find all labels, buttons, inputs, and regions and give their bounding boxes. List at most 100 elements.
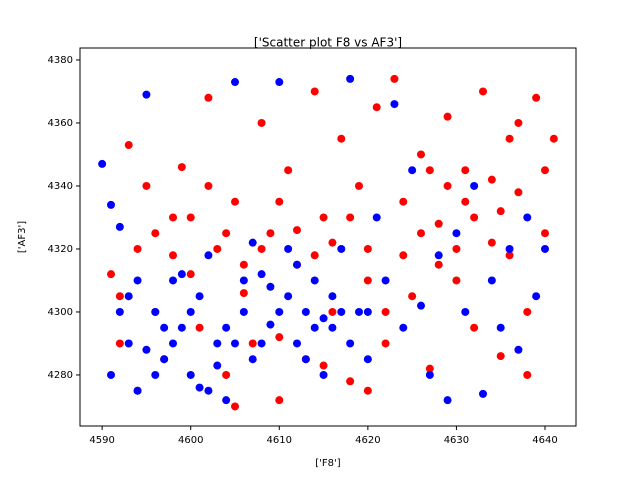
y-tick-label: 4340	[48, 181, 73, 192]
point	[257, 270, 266, 279]
point	[160, 323, 169, 332]
point	[248, 339, 257, 348]
point	[115, 339, 124, 348]
point	[239, 307, 248, 316]
y-tick-label: 4280	[48, 370, 73, 381]
point	[169, 213, 177, 222]
point	[452, 229, 461, 238]
point	[293, 226, 301, 235]
point	[408, 292, 417, 301]
x-axis-label: ['F8']	[315, 458, 341, 469]
point	[222, 396, 231, 405]
point	[310, 251, 319, 260]
point	[115, 307, 124, 316]
point	[248, 238, 257, 247]
point	[470, 213, 479, 222]
point	[195, 292, 204, 301]
point	[470, 323, 479, 332]
x-tick-label: 4630	[444, 435, 469, 446]
point	[363, 355, 372, 364]
point	[346, 377, 355, 386]
x-tick-label: 4610	[267, 435, 292, 446]
point	[151, 229, 160, 238]
point	[479, 87, 487, 96]
point	[390, 74, 399, 83]
point	[186, 370, 195, 379]
point	[487, 238, 496, 247]
point	[346, 213, 355, 222]
point	[434, 260, 443, 269]
point	[231, 197, 239, 206]
point	[408, 166, 417, 175]
plot-frame	[79, 47, 577, 427]
point	[372, 213, 381, 222]
point	[346, 339, 355, 348]
point	[151, 307, 160, 316]
point	[372, 103, 381, 112]
point	[107, 270, 115, 279]
point	[124, 339, 133, 348]
point	[461, 307, 470, 316]
point	[231, 339, 239, 348]
point	[257, 244, 266, 253]
point	[213, 361, 222, 370]
point	[266, 229, 275, 238]
x-tick-label: 4600	[178, 435, 203, 446]
point	[355, 307, 363, 316]
point	[310, 323, 319, 332]
point	[177, 323, 186, 332]
point	[346, 74, 355, 83]
point	[355, 181, 363, 190]
point	[328, 238, 337, 247]
point	[169, 276, 177, 285]
point	[257, 339, 266, 348]
point	[222, 370, 231, 379]
y-tick-label: 4360	[48, 118, 73, 129]
point	[195, 383, 204, 392]
point	[363, 307, 372, 316]
point	[293, 339, 301, 348]
point	[115, 222, 124, 231]
point	[204, 181, 213, 190]
point	[195, 323, 204, 332]
point	[160, 355, 169, 364]
point	[319, 370, 328, 379]
point	[381, 276, 390, 285]
point	[301, 307, 310, 316]
point	[434, 251, 443, 260]
point	[399, 197, 408, 206]
point	[514, 118, 523, 127]
point	[275, 307, 284, 316]
point	[487, 276, 496, 285]
point	[142, 345, 151, 354]
point	[275, 78, 284, 87]
point	[443, 112, 452, 121]
point	[363, 276, 372, 285]
x-tick-label: 4620	[355, 435, 380, 446]
point	[275, 197, 284, 206]
point	[204, 93, 213, 102]
point	[186, 307, 195, 316]
point	[390, 100, 399, 109]
x-tick-label: 4640	[532, 435, 557, 446]
point	[248, 355, 257, 364]
point	[470, 181, 479, 190]
point	[98, 159, 107, 168]
point	[239, 276, 248, 285]
point	[177, 163, 186, 172]
y-tick-label: 4300	[48, 307, 73, 318]
point	[496, 352, 505, 361]
point	[239, 260, 248, 269]
y-axis-label: ['AF3']	[17, 221, 28, 253]
point	[222, 323, 231, 332]
point	[266, 282, 275, 291]
point	[523, 370, 532, 379]
point	[541, 229, 549, 238]
point	[293, 260, 301, 269]
point	[399, 251, 408, 260]
point	[541, 166, 549, 175]
point	[124, 292, 133, 301]
point	[310, 276, 319, 285]
point	[319, 213, 328, 222]
